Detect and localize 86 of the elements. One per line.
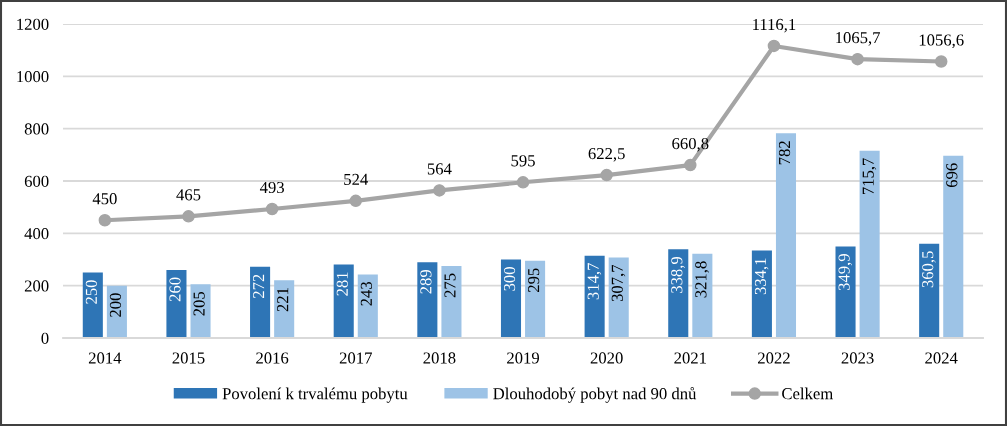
bar: [166, 269, 187, 338]
y-tick-label: 400: [24, 228, 49, 240]
bar: [190, 284, 211, 338]
point: [934, 55, 948, 68]
x-tick-label: 2024: [925, 352, 958, 364]
point: [600, 168, 613, 182]
point: [767, 39, 781, 53]
bar: [525, 260, 546, 338]
data-label: 314,7: [587, 263, 602, 300]
point: [265, 202, 279, 216]
y-tick-label: 200: [24, 280, 49, 292]
data-label: 221: [277, 288, 289, 312]
data-label: 696: [946, 163, 958, 188]
bar: [357, 274, 378, 338]
x-tick-label: 2018: [423, 352, 456, 364]
bar: [417, 262, 438, 338]
y-tick-label: 1200: [17, 18, 49, 30]
data-label: 465: [176, 189, 201, 201]
data-label: 360,5: [922, 251, 936, 288]
data-label: 272: [253, 274, 265, 299]
bar: [919, 243, 940, 338]
legend-label: Dlouhodobý pobyt nad 90 dnů: [493, 387, 697, 403]
bar: [441, 266, 462, 338]
legend-label: Povolení k trvalému pobytu: [222, 387, 408, 403]
data-label: 622,5: [588, 148, 625, 162]
data-label: 275: [444, 273, 456, 298]
data-label: 295: [528, 268, 540, 293]
data-label: 250: [85, 280, 97, 304]
x-tick-label: 2019: [507, 352, 540, 364]
bar: [274, 280, 295, 338]
bar: [608, 257, 629, 338]
data-label: 321,8: [695, 261, 709, 298]
data-label: 660,8: [672, 137, 709, 152]
bar: [692, 253, 713, 338]
point: [684, 158, 697, 172]
bar: [584, 255, 605, 338]
x-tick-label: 2020: [590, 352, 623, 364]
data-label: 281: [336, 272, 348, 296]
bar: [250, 266, 271, 338]
data-label: 564: [427, 163, 452, 175]
point: [516, 176, 530, 189]
point: [98, 213, 112, 227]
data-label: 243: [360, 282, 372, 306]
bar: [943, 155, 964, 338]
data-label: 349,9: [838, 254, 853, 291]
point: [182, 210, 195, 223]
data-label: 300: [503, 267, 516, 291]
x-tick-label: 2015: [172, 352, 205, 364]
data-label: 289: [420, 269, 432, 294]
data-label: 782: [778, 141, 791, 165]
bar: [82, 272, 103, 338]
point: [349, 194, 363, 208]
legend-label: Celkem: [782, 387, 833, 400]
bar: [333, 264, 354, 338]
data-label: 334,1: [754, 258, 769, 295]
x-tick-label: 2023: [841, 352, 874, 364]
bar: [775, 133, 797, 338]
data-label: 307,7: [611, 264, 626, 302]
data-label: 493: [259, 181, 284, 194]
x-tick-label: 2014: [88, 352, 122, 364]
y-tick-label: 1000: [17, 71, 49, 83]
data-label: 200: [109, 293, 122, 317]
bar: [751, 250, 772, 338]
point: [433, 184, 446, 197]
bar: [859, 150, 880, 338]
x-tick-label: 2021: [674, 352, 706, 364]
data-label: 260: [169, 277, 181, 302]
y-tick-label: 600: [24, 175, 49, 187]
data-label: 1056,6: [919, 34, 964, 49]
bar: [668, 249, 689, 338]
data-label: 205: [193, 291, 205, 316]
y-tick-label: 800: [24, 123, 49, 135]
y-tick-label: 0: [41, 332, 49, 344]
x-tick-label: 2022: [758, 352, 790, 364]
data-label: 524: [344, 173, 368, 185]
data-label: 715,7: [862, 158, 877, 195]
data-label: 595: [511, 155, 535, 167]
data-label: 338,9: [671, 256, 685, 293]
x-tick-label: 2016: [256, 352, 289, 364]
bar: [500, 259, 522, 338]
x-tick-label: 2017: [339, 352, 372, 364]
data-label: 1065,7: [836, 31, 881, 46]
data-label: 1116,1: [753, 18, 796, 33]
bar: [835, 246, 856, 338]
point: [851, 52, 864, 66]
data-label: 450: [92, 193, 117, 205]
